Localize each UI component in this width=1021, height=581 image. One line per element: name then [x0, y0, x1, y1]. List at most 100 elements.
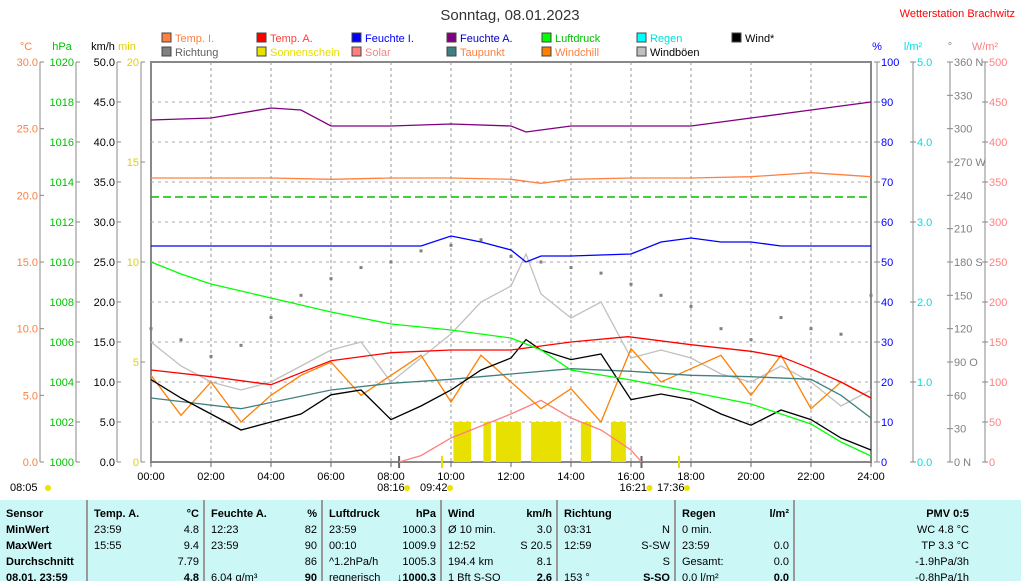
axis-tick-label: 0.0 [917, 457, 932, 469]
legend-swatch [541, 32, 552, 43]
header-unit: % [307, 508, 317, 520]
weather-chart: Sonntag, 08.01.2023 Wetterstation Brachwi… [10, 7, 1015, 494]
cell-value: N [662, 524, 670, 536]
cell-value: 0.0 [773, 540, 789, 552]
axis-tick-label: 70 [881, 177, 893, 189]
x-tick-label: 18:00 [677, 471, 705, 483]
axis-unit: % [872, 41, 882, 53]
table-row: MinWert [0, 522, 86, 538]
axis-tick-label: 120 [954, 324, 972, 336]
direction-point [539, 260, 543, 264]
legend-swatch [351, 32, 362, 43]
axis-tick-label: 30.0 [94, 217, 115, 229]
table-column: Sensor MinWert MaxWert Durchschnitt 08.01. 2… [0, 500, 88, 581]
axis-tick-label: 0.0 [100, 457, 115, 469]
direction-point [509, 254, 513, 258]
pmv-line: WC 4.8 °C [916, 524, 969, 536]
axis-tick-label: 300 [989, 217, 1007, 229]
table-column: Regen l/m² 0 min. 23:59 0.0 Gesamt: 0.0 0.0 l/m… [676, 500, 795, 581]
x-tick-label: 02:00 [197, 471, 225, 483]
sun-icon [404, 485, 411, 491]
legend-swatch [161, 32, 172, 43]
cell-value: 8.1 [536, 556, 552, 568]
header-label: Regen [682, 508, 716, 520]
direction-point [479, 238, 483, 242]
legend-swatch [541, 46, 552, 57]
legend-swatch [351, 46, 362, 57]
table-column: Temp. A. °C 23:59 4.8 15:55 9.4 7.79 4.8 [88, 500, 205, 581]
axis-tick-label: 0.0 [23, 457, 38, 469]
axis-tick-label: 350 [989, 177, 1007, 189]
sun-moon-time: 16:21 [620, 482, 648, 494]
table-row: ^1.2hPa/h 1005.3 [323, 554, 440, 570]
direction-point [749, 338, 753, 342]
legend-swatch [731, 32, 742, 43]
cell-value: S [662, 556, 670, 568]
cell-label: Gesamt: [682, 556, 724, 568]
axis-tick-label: 25.0 [94, 257, 115, 269]
cell-label: 0.0 l/m² [682, 572, 719, 581]
axis-tick-label: 250 [989, 257, 1007, 269]
table-row: Gesamt: 0.0 [676, 554, 793, 570]
x-tick-label: 16:00 [617, 471, 645, 483]
direction-point [449, 243, 453, 247]
table-row: regnerisch ↓1000.3 [323, 570, 440, 581]
sunshine-bar [483, 422, 491, 462]
table-row: 00:10 1009.9 [323, 538, 440, 554]
cell-label: 23:59 [211, 540, 239, 552]
axis-tick-label: 15.0 [94, 337, 115, 349]
series-temp-i [151, 172, 872, 184]
sun-moon-time: 09:42 [420, 482, 448, 494]
table-header: Regen l/m² [676, 506, 793, 522]
sunshine-bar [496, 422, 521, 462]
header-unit: l/m² [769, 508, 789, 520]
cell-label: 23:59 [94, 524, 122, 536]
cell-value: 9.4 [183, 540, 199, 552]
table-row: 08.01. 23:59 [0, 570, 86, 581]
pmv-title: PMV 0:5 [926, 508, 969, 520]
table-header: Luftdruck hPa [323, 506, 440, 522]
table-row: 0.0 l/m² 0.0 [676, 570, 793, 581]
pmv-line: TP 3.3 °C [921, 540, 969, 552]
axis-tick-label: 5.0 [100, 417, 115, 429]
legend-swatch [636, 32, 647, 43]
direction-point [179, 338, 183, 342]
cell-label: 0 min. [682, 524, 712, 536]
axis-tick-label: 100 [881, 57, 899, 69]
axis-tick-label: 50 [989, 417, 1001, 429]
legend-label: Temp. A. [270, 33, 313, 45]
axis-tick-label: 1012 [50, 217, 74, 229]
cell-value: 0.0 [773, 572, 789, 581]
cell-value: 1005.3 [402, 556, 436, 568]
legend-label: Feuchte A. [460, 33, 513, 45]
table-row: 23:59 1000.3 [323, 522, 440, 538]
axis-tick-label: 20 [127, 57, 139, 69]
cell-label: MaxWert [6, 540, 52, 552]
direction-point [239, 343, 243, 347]
table-column: Richtung 03:31 N 12:59 S-SW S 153 ° S-SO [558, 500, 676, 581]
legend-label: Windböen [650, 47, 700, 59]
table-header: Wind km/h [442, 506, 556, 522]
axis-tick-label: 60 [954, 390, 966, 402]
axis-tick-label: 15.0 [17, 257, 38, 269]
axis-tick-label: 0 [989, 457, 995, 469]
table-row: 7.79 [88, 554, 203, 570]
direction-point [269, 316, 273, 320]
series-feuchte-a [150, 101, 872, 133]
cell-label: 23:59 [329, 524, 357, 536]
table-row: 15:55 9.4 [88, 538, 203, 554]
header-label: Wind [448, 508, 475, 520]
table-row: 12:23 82 [205, 522, 321, 538]
sunshine-bar [580, 422, 592, 462]
header-label: Sensor [6, 508, 44, 520]
station-name: Wetterstation Brachwitz [900, 8, 1015, 20]
x-tick-label: 24:00 [857, 471, 885, 483]
axis-unit: min [118, 41, 136, 53]
direction-point [149, 327, 153, 331]
x-tick-label: 06:00 [317, 471, 345, 483]
direction-point [329, 277, 333, 281]
axis-tick-label: 330 [954, 90, 972, 102]
cell-label: 08.01. 23:59 [6, 572, 68, 581]
table-row: 12:52 S 20.5 [442, 538, 556, 554]
legend-label: Solar [365, 47, 391, 59]
